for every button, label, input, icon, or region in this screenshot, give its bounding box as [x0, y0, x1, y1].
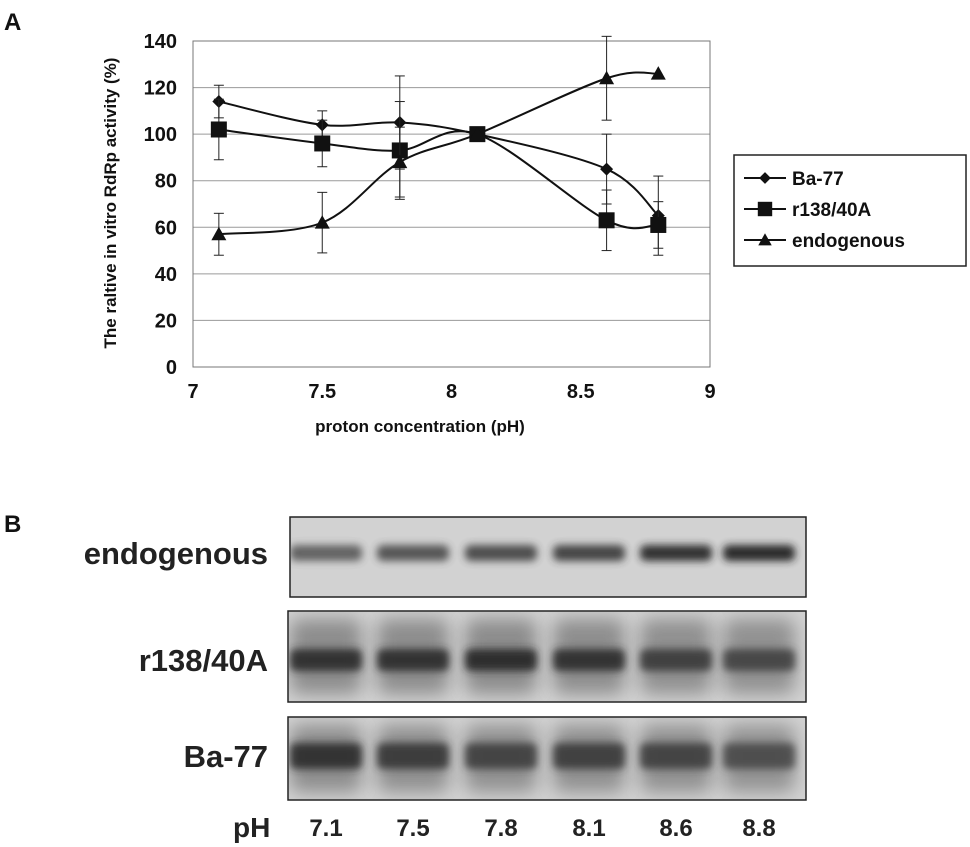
gel-band: [377, 545, 449, 561]
gel-band: [553, 649, 625, 671]
y-tick-label: 100: [144, 124, 177, 146]
data-point: [210, 121, 227, 138]
gel-row-label: Ba-77: [184, 739, 268, 774]
legend-marker: [757, 201, 773, 217]
gel-band: [291, 545, 362, 561]
gel-band: [465, 649, 537, 671]
gel-band: [640, 743, 712, 769]
data-point: [314, 215, 330, 229]
data-point: [599, 70, 615, 85]
series-endogenous: [211, 35, 666, 256]
gel-band: [640, 545, 712, 561]
x-axis-label: proton concentration (pH): [315, 417, 525, 436]
legend-label: Ba-77: [792, 169, 844, 190]
x-tick-label: 8.5: [567, 381, 595, 403]
y-tick-label: 140: [144, 31, 177, 53]
y-tick-label: 0: [166, 357, 177, 379]
y-tick-label: 60: [155, 217, 177, 239]
panel-a-label: A: [4, 9, 21, 36]
data-point: [598, 212, 615, 229]
y-axis-label: The raltive in vitro RdRp activity (%): [101, 58, 120, 349]
gel-row-endogenous: endogenous: [84, 516, 807, 598]
gridlines: [193, 87, 710, 321]
legend-marker: [759, 172, 771, 184]
gel-row-ba-77: Ba-77: [184, 716, 807, 801]
lane-label: 7.8: [484, 815, 517, 842]
panel-b-label: B: [4, 511, 21, 538]
gel-band: [290, 649, 362, 671]
ph-label: pH: [233, 812, 270, 843]
gel-row-r138-40a: r138/40A: [139, 610, 807, 703]
lane-labels: 7.1 7.5 7.8 8.1 8.6 8.8: [309, 815, 775, 842]
gel-box: [287, 716, 807, 801]
gel-image: endogenous r138/40A Ba-77: [84, 516, 807, 801]
gel-band: [553, 545, 625, 561]
legend: Ba-77 r138/40A endogenous: [733, 154, 967, 267]
gel-row-label: endogenous: [84, 536, 268, 571]
gel-row-label: r138/40A: [139, 643, 268, 678]
series-ba-77: [212, 75, 665, 256]
lane-label: 8.1: [572, 815, 605, 842]
gel-band: [377, 649, 449, 671]
lane-label: 7.1: [309, 815, 342, 842]
y-tick-label: 20: [155, 310, 177, 332]
gel-band: [290, 743, 362, 769]
line-chart: 0 20 40 60 80 100 120 140 7 7.5 8 8.5 9 proton conc…: [101, 31, 716, 436]
plot-frame: [192, 40, 711, 368]
series-r138-40a: [210, 98, 667, 252]
x-tick-label: 8: [446, 381, 457, 403]
data-point: [314, 135, 331, 152]
series-line: [218, 128, 659, 230]
gel-band: [553, 743, 625, 769]
gel-band: [465, 545, 537, 561]
gel-box: [287, 610, 807, 703]
legend-marker: [758, 233, 772, 246]
data-point: [650, 66, 666, 80]
legend-label: r138/40A: [792, 200, 872, 221]
y-tick-label: 120: [144, 78, 177, 100]
data-point: [600, 162, 614, 176]
y-tick-labels: 0 20 40 60 80 100 120 140: [144, 31, 177, 379]
series-line: [218, 71, 659, 236]
y-tick-label: 40: [155, 264, 177, 286]
x-tick-label: 9: [704, 381, 715, 403]
data-point: [392, 154, 408, 169]
lane-label: 7.5: [396, 815, 429, 842]
data-point: [211, 226, 227, 241]
series-layer: [210, 35, 667, 256]
y-tick-label: 80: [155, 171, 177, 193]
gel-band: [723, 743, 795, 769]
lane-label: 8.6: [659, 815, 692, 842]
gel-band: [377, 743, 449, 769]
gel-band: [640, 649, 712, 671]
gel-band: [723, 649, 795, 671]
gel-box: [289, 516, 807, 598]
data-point: [469, 126, 485, 141]
gel-band: [723, 545, 795, 561]
x-tick-labels: 7 7.5 8 8.5 9: [187, 381, 715, 403]
gel-band: [465, 743, 537, 769]
data-point: [650, 216, 667, 233]
x-tick-label: 7.5: [308, 381, 336, 403]
legend-label: endogenous: [792, 231, 905, 252]
x-tick-label: 7: [187, 381, 198, 403]
series-line: [218, 100, 659, 217]
legend-box: [733, 154, 967, 267]
lane-label: 8.8: [742, 815, 775, 842]
